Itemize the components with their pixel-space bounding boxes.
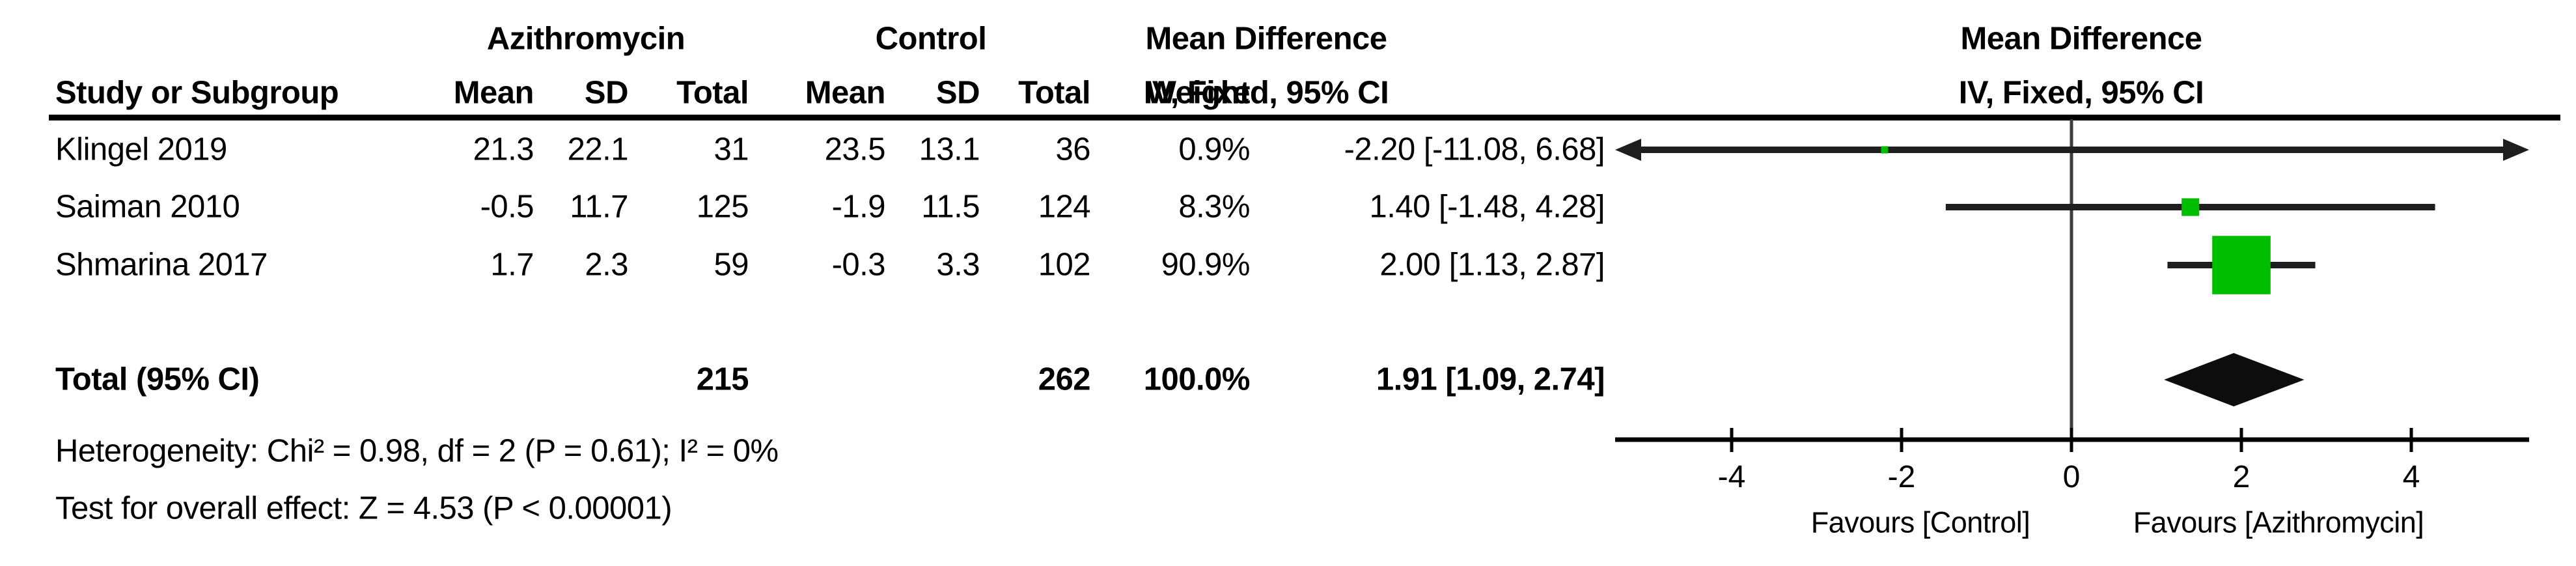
tick-label: -2: [1888, 460, 1916, 494]
col-header-mean1: Mean: [453, 75, 534, 111]
favours-right-label: Favours [Azithromycin]: [2133, 505, 2424, 539]
tick-label: 0: [2063, 460, 2081, 494]
study-total1: 31: [713, 132, 749, 167]
group-header-effect: Mean Difference: [1145, 21, 1387, 57]
group-header-control: Control: [875, 21, 987, 57]
total-weight: 100.0%: [1143, 361, 1251, 397]
study-ci: -2.20 [-11.08, 6.68]: [1344, 132, 1605, 167]
study-mean2: -1.9: [831, 189, 886, 225]
study-weight: 0.9%: [1178, 132, 1250, 167]
col-header-mean2: Mean: [805, 75, 886, 111]
plot-header-ci: IV, Fixed, 95% CI: [1958, 75, 2204, 111]
group-header-experimental: Azithromycin: [486, 21, 686, 57]
study-sd2: 3.3: [936, 247, 980, 283]
favours-left-label: Favours [Control]: [1810, 505, 2030, 539]
study-mean2: 23.5: [824, 132, 886, 167]
study-total1: 59: [713, 247, 749, 283]
col-header-study: Study or Subgroup: [55, 75, 339, 111]
study-total2: 36: [1055, 132, 1090, 167]
col-header-sd2: SD: [935, 75, 980, 111]
study-marker: [2181, 198, 2200, 216]
overall-effect-text: Test for overall effect: Z = 4.53 (P < 0…: [55, 490, 672, 526]
col-header-sd1: SD: [584, 75, 629, 111]
study-ci: 1.40 [-1.48, 4.28]: [1369, 189, 1605, 225]
study-marker: [2212, 236, 2271, 294]
study-mean1: 21.3: [473, 132, 534, 167]
ci-arrow-left-icon: [1615, 139, 1641, 161]
study-mean1: 1.7: [490, 247, 534, 283]
total-n-control: 262: [1038, 361, 1091, 397]
study-mean1: -0.5: [480, 189, 534, 225]
study-sd2: 11.5: [921, 189, 980, 225]
tick-label: -4: [1718, 460, 1746, 494]
total-label: Total (95% CI): [55, 361, 260, 397]
ci-arrow-right-icon: [2503, 139, 2529, 161]
col-header-weight: Weight: [1146, 75, 1251, 111]
tick-label: 2: [2233, 460, 2251, 494]
plot-header-effect: Mean Difference: [1960, 21, 2202, 57]
heterogeneity-text: Heterogeneity: Chi² = 0.98, df = 2 (P = …: [55, 433, 779, 469]
study-name: Klingel 2019: [55, 132, 227, 167]
study-name: Shmarina 2017: [55, 247, 268, 283]
study-name: Saiman 2010: [55, 189, 240, 225]
study-sd1: 22.1: [567, 132, 629, 167]
total-diamond: [2164, 353, 2305, 406]
total-ci: 1.91 [1.09, 2.74]: [1376, 361, 1605, 397]
study-ci: 2.00 [1.13, 2.87]: [1379, 247, 1605, 283]
col-header-total1: Total: [676, 75, 749, 111]
study-total2: 102: [1038, 247, 1091, 283]
study-sd1: 11.7: [570, 189, 628, 225]
study-weight: 90.9%: [1161, 247, 1251, 283]
study-mean2: -0.3: [831, 247, 886, 283]
study-sd2: 13.1: [919, 132, 980, 167]
header-separator-line: [49, 115, 2560, 120]
study-marker: [1881, 146, 1889, 154]
tick-label: 4: [2403, 460, 2420, 494]
study-weight: 8.3%: [1178, 189, 1250, 225]
col-header-ci: IV, Fixed, 95% CI: [1143, 75, 1389, 111]
study-total2: 124: [1038, 189, 1091, 225]
study-total1: 125: [696, 189, 749, 225]
total-n-experimental: 215: [696, 361, 749, 397]
study-sd1: 2.3: [585, 247, 628, 283]
col-header-total2: Total: [1018, 75, 1090, 111]
